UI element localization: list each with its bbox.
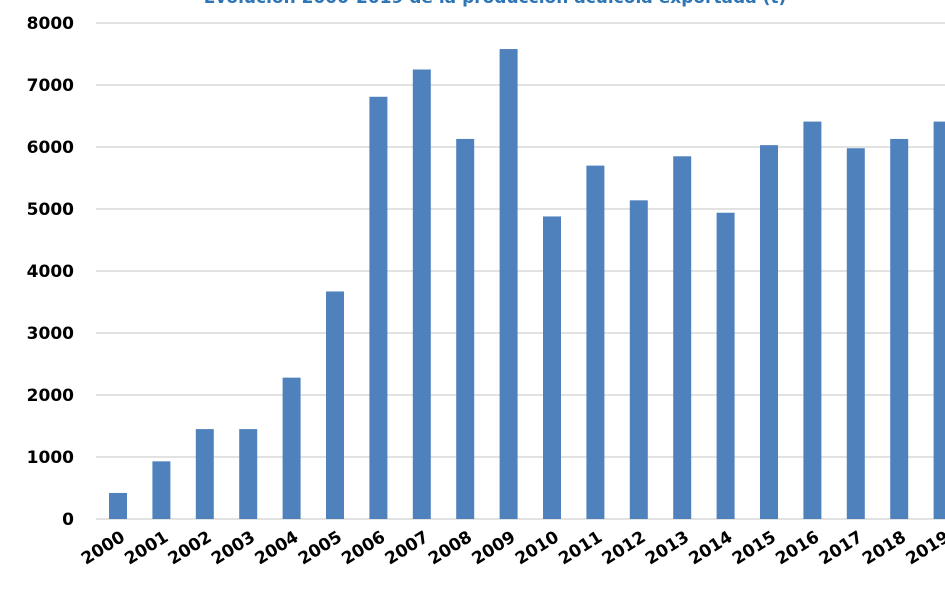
chart-title: Evolución 2000-2019 de la producción acu… [204,0,787,8]
bar-2019 [933,121,945,519]
bar-2002 [195,429,214,519]
bar-2012 [629,200,648,519]
x-tick-label: 2001 [121,527,172,569]
y-tick-label: 6000 [27,138,74,158]
bar-2009 [499,49,518,519]
x-tick-label: 2013 [642,527,693,569]
y-tick-label: 5000 [27,200,74,220]
x-tick-label: 2019 [903,527,945,569]
y-tick-label: 0 [62,510,74,530]
x-tick-label: 2014 [686,527,737,569]
x-tick-label: 2018 [859,527,910,569]
bar-2016 [803,121,822,519]
bar-2008 [456,138,475,519]
bar-2018 [890,138,909,519]
x-tick-label: 2012 [599,527,650,569]
gridlines [96,22,945,520]
bar-2011 [586,165,605,519]
x-tick-label: 2009 [469,527,520,569]
x-axis-ticks: 2000200120022003200420052006200720082009… [78,527,945,569]
x-tick-label: 2002 [165,527,216,569]
x-tick-label: 2005 [295,527,346,569]
x-tick-label: 2008 [425,527,476,569]
bar-2007 [412,69,431,519]
bar-2003 [239,429,258,519]
y-tick-label: 3000 [27,324,74,344]
y-tick-label: 1000 [27,448,74,468]
x-tick-label: 2010 [512,527,563,569]
y-tick-label: 2000 [27,386,74,406]
bar-2000 [109,492,127,519]
bar-2004 [282,377,301,519]
x-tick-label: 2006 [338,527,389,569]
bar-2017 [846,148,865,520]
x-tick-label: 2000 [78,527,129,569]
bars [109,49,945,520]
x-tick-label: 2016 [772,527,823,569]
bar-2014 [716,212,735,519]
x-tick-label: 2015 [729,527,780,569]
x-tick-label: 2003 [208,527,259,569]
bar-2015 [760,145,778,519]
bar-2006 [369,96,388,519]
y-axis-ticks: 0 1000 2000 3000 4000 5000 6000 7000 8000 [27,14,74,530]
y-tick-label: 7000 [27,76,74,96]
x-tick-label: 2007 [382,527,433,569]
y-tick-label: 4000 [27,262,74,282]
bar-2005 [326,291,344,519]
bar-2010 [543,216,561,519]
bar-2001 [152,461,171,519]
x-tick-label: 2017 [816,527,867,569]
x-tick-label: 2011 [555,527,606,569]
x-tick-label: 2004 [252,527,303,569]
y-tick-label: 8000 [27,14,74,34]
bar-2013 [673,156,692,520]
